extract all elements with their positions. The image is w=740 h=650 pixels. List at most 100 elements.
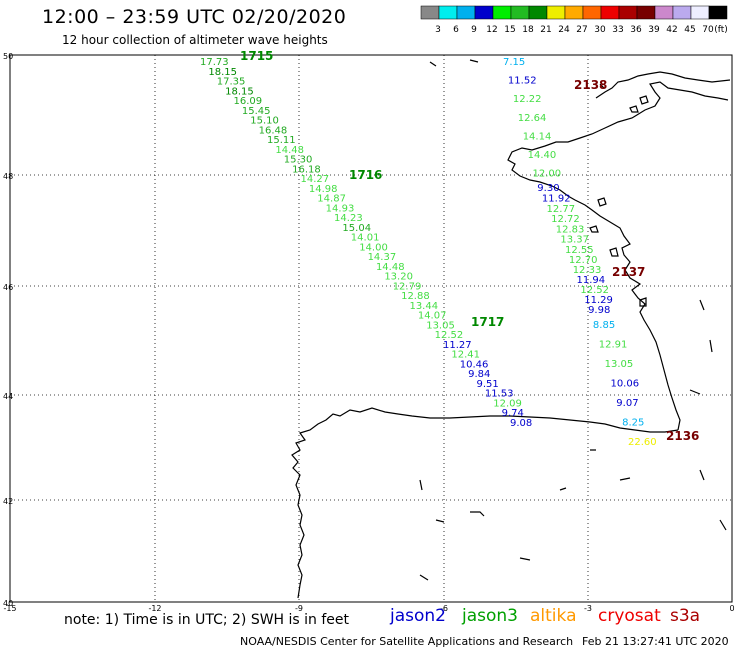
wave-height-label: 14.48 — [376, 262, 405, 273]
wave-height-label: 14.48 — [275, 145, 304, 156]
wave-height-label: 12.72 — [551, 214, 580, 225]
wave-height-label: 14.40 — [528, 150, 557, 161]
axis-labels: 50 48 46 44 42 40-15 -12 -9 -6 -3 0 — [3, 52, 735, 613]
scale-label: 42 — [666, 25, 677, 35]
scale-swatch — [708, 5, 728, 20]
wave-height-label: 17.35 — [217, 77, 246, 88]
lat-tick-label: 40 — [3, 599, 13, 608]
color-scale-legend: 3 6 9 12 15 18 21 24 27 30 33 36 39 42 45 70 (ft) — [420, 5, 728, 35]
wave-height-label: 14.87 — [317, 194, 346, 205]
wave-height-label: 11.52 — [508, 76, 537, 87]
wave-height-label: 14.00 — [359, 242, 388, 253]
scale-label: 33 — [612, 25, 623, 35]
scale-label: 27 — [576, 25, 587, 35]
wave-height-label: 8.85 — [593, 320, 615, 331]
wave-height-label: 12.52 — [580, 285, 609, 296]
coastline-islands — [589, 197, 647, 307]
wave-height-label: 8.25 — [622, 417, 644, 428]
lon-tick-label: -12 — [148, 604, 161, 613]
bottom-note: note: 1) Time is in UTC; 2) SWH is in fe… — [64, 612, 350, 628]
coastline-england — [595, 71, 731, 99]
wave-height-label: 12.22 — [513, 94, 542, 105]
wave-height-label: 18.15 — [208, 67, 237, 78]
wave-height-label: 9.08 — [510, 418, 532, 429]
wave-height-label: 9.98 — [588, 305, 610, 316]
scale-label: 3 — [435, 25, 441, 35]
pass-time-label: 2136 — [666, 429, 699, 443]
wave-height-label: 10.46 — [460, 359, 489, 370]
scale-label: 15 — [504, 25, 515, 35]
wave-height-label: 12.55 — [565, 245, 594, 256]
lon-tick-label: 0 — [729, 604, 734, 613]
satellite-legend-cryosat: cryosat — [598, 606, 661, 626]
inland-features — [419, 59, 727, 581]
page-title: 12:00 – 23:59 UTC 02/20/2020 — [42, 6, 347, 28]
wave-height-label: 12.41 — [451, 350, 480, 361]
wave-height-label: 11.94 — [577, 275, 606, 286]
wave-height-label: 12.91 — [599, 339, 628, 350]
pass-time-label: 2137 — [612, 265, 645, 279]
scale-label: 30 — [594, 25, 606, 35]
pass-time-label: 1717 — [471, 315, 504, 329]
wave-height-label: 22.60 — [628, 437, 657, 448]
wave-height-label: 12.83 — [556, 224, 585, 235]
coastline-channel-islands — [629, 95, 649, 113]
wave-height-label: 9.51 — [476, 379, 498, 390]
wave-height-label: 13.44 — [409, 301, 438, 312]
wave-height-label: 16.48 — [259, 125, 288, 136]
lat-tick-label: 50 — [3, 52, 13, 61]
wave-height-label: 13.05 — [605, 359, 634, 370]
wave-height-label: 13.20 — [384, 272, 413, 283]
pass-time-label: 2138 — [574, 78, 607, 92]
pass-time-labels: 1715 1716 1717 2138 2137 2136 — [240, 49, 699, 443]
coastline-spain-north — [291, 407, 679, 599]
scale-label: 21 — [540, 25, 551, 35]
scale-label: 70 — [702, 25, 714, 35]
wave-height-label: 9.30 — [537, 183, 559, 194]
pass-time-label: 1715 — [240, 49, 273, 63]
scale-label: 45 — [684, 25, 695, 35]
wave-height-label: 14.01 — [351, 233, 380, 244]
pass-time-label: 1716 — [349, 168, 382, 182]
wave-height-label: 17.73 — [200, 57, 229, 68]
wave-height-label: 12.64 — [518, 113, 547, 124]
wave-height-label: 12.79 — [393, 281, 422, 292]
wave-height-label: 12.09 — [493, 398, 522, 409]
wave-height-label: 14.07 — [418, 311, 447, 322]
wave-height-label: 11.92 — [542, 193, 571, 204]
wave-height-label: 16.09 — [234, 96, 263, 107]
scale-label: 24 — [558, 25, 570, 35]
wave-height-label: 14.14 — [523, 131, 552, 142]
wave-height-label: 13.05 — [426, 320, 455, 331]
credit-line: NOAA/NESDIS Center for Satellite Applica… — [240, 635, 574, 648]
lon-tick-label: -9 — [295, 604, 303, 613]
scale-label: 12 — [486, 25, 497, 35]
wave-height-label: 15.30 — [284, 155, 313, 166]
scale-label: 18 — [522, 25, 534, 35]
graticule — [10, 55, 732, 602]
satellite-legend-altika: altika — [530, 606, 577, 626]
wave-height-label: 12.70 — [569, 255, 598, 266]
scale-label: 6 — [453, 25, 459, 35]
lat-tick-label: 46 — [3, 283, 13, 292]
satellite-legend-jason3: jason3 — [462, 606, 518, 626]
wave-height-label: 15.10 — [250, 116, 279, 127]
lat-tick-label: 42 — [3, 497, 13, 506]
satellite-legend-s3a: s3a — [670, 606, 701, 626]
scale-label: 39 — [648, 25, 660, 35]
wave-height-label: 12.88 — [401, 291, 430, 302]
wave-height-label: 16.18 — [292, 164, 321, 175]
lon-tick-label: -6 — [440, 604, 448, 613]
wave-height-label: 15.04 — [342, 223, 371, 234]
wave-height-label: 14.98 — [309, 184, 338, 195]
satellite-legend-jason2: jason2 — [390, 606, 446, 626]
generation-timestamp: Feb 21 13:27:41 UTC 2020 — [582, 635, 729, 648]
wave-height-label: 9.74 — [502, 408, 524, 419]
wave-height-label: 9.84 — [468, 369, 490, 380]
wave-height-label: 18.15 — [225, 86, 254, 97]
lat-tick-label: 48 — [3, 172, 13, 181]
wave-height-label: 11.53 — [485, 389, 514, 400]
wave-height-label: 12.00 — [533, 169, 562, 180]
wave-height-label: 12.33 — [573, 265, 602, 276]
